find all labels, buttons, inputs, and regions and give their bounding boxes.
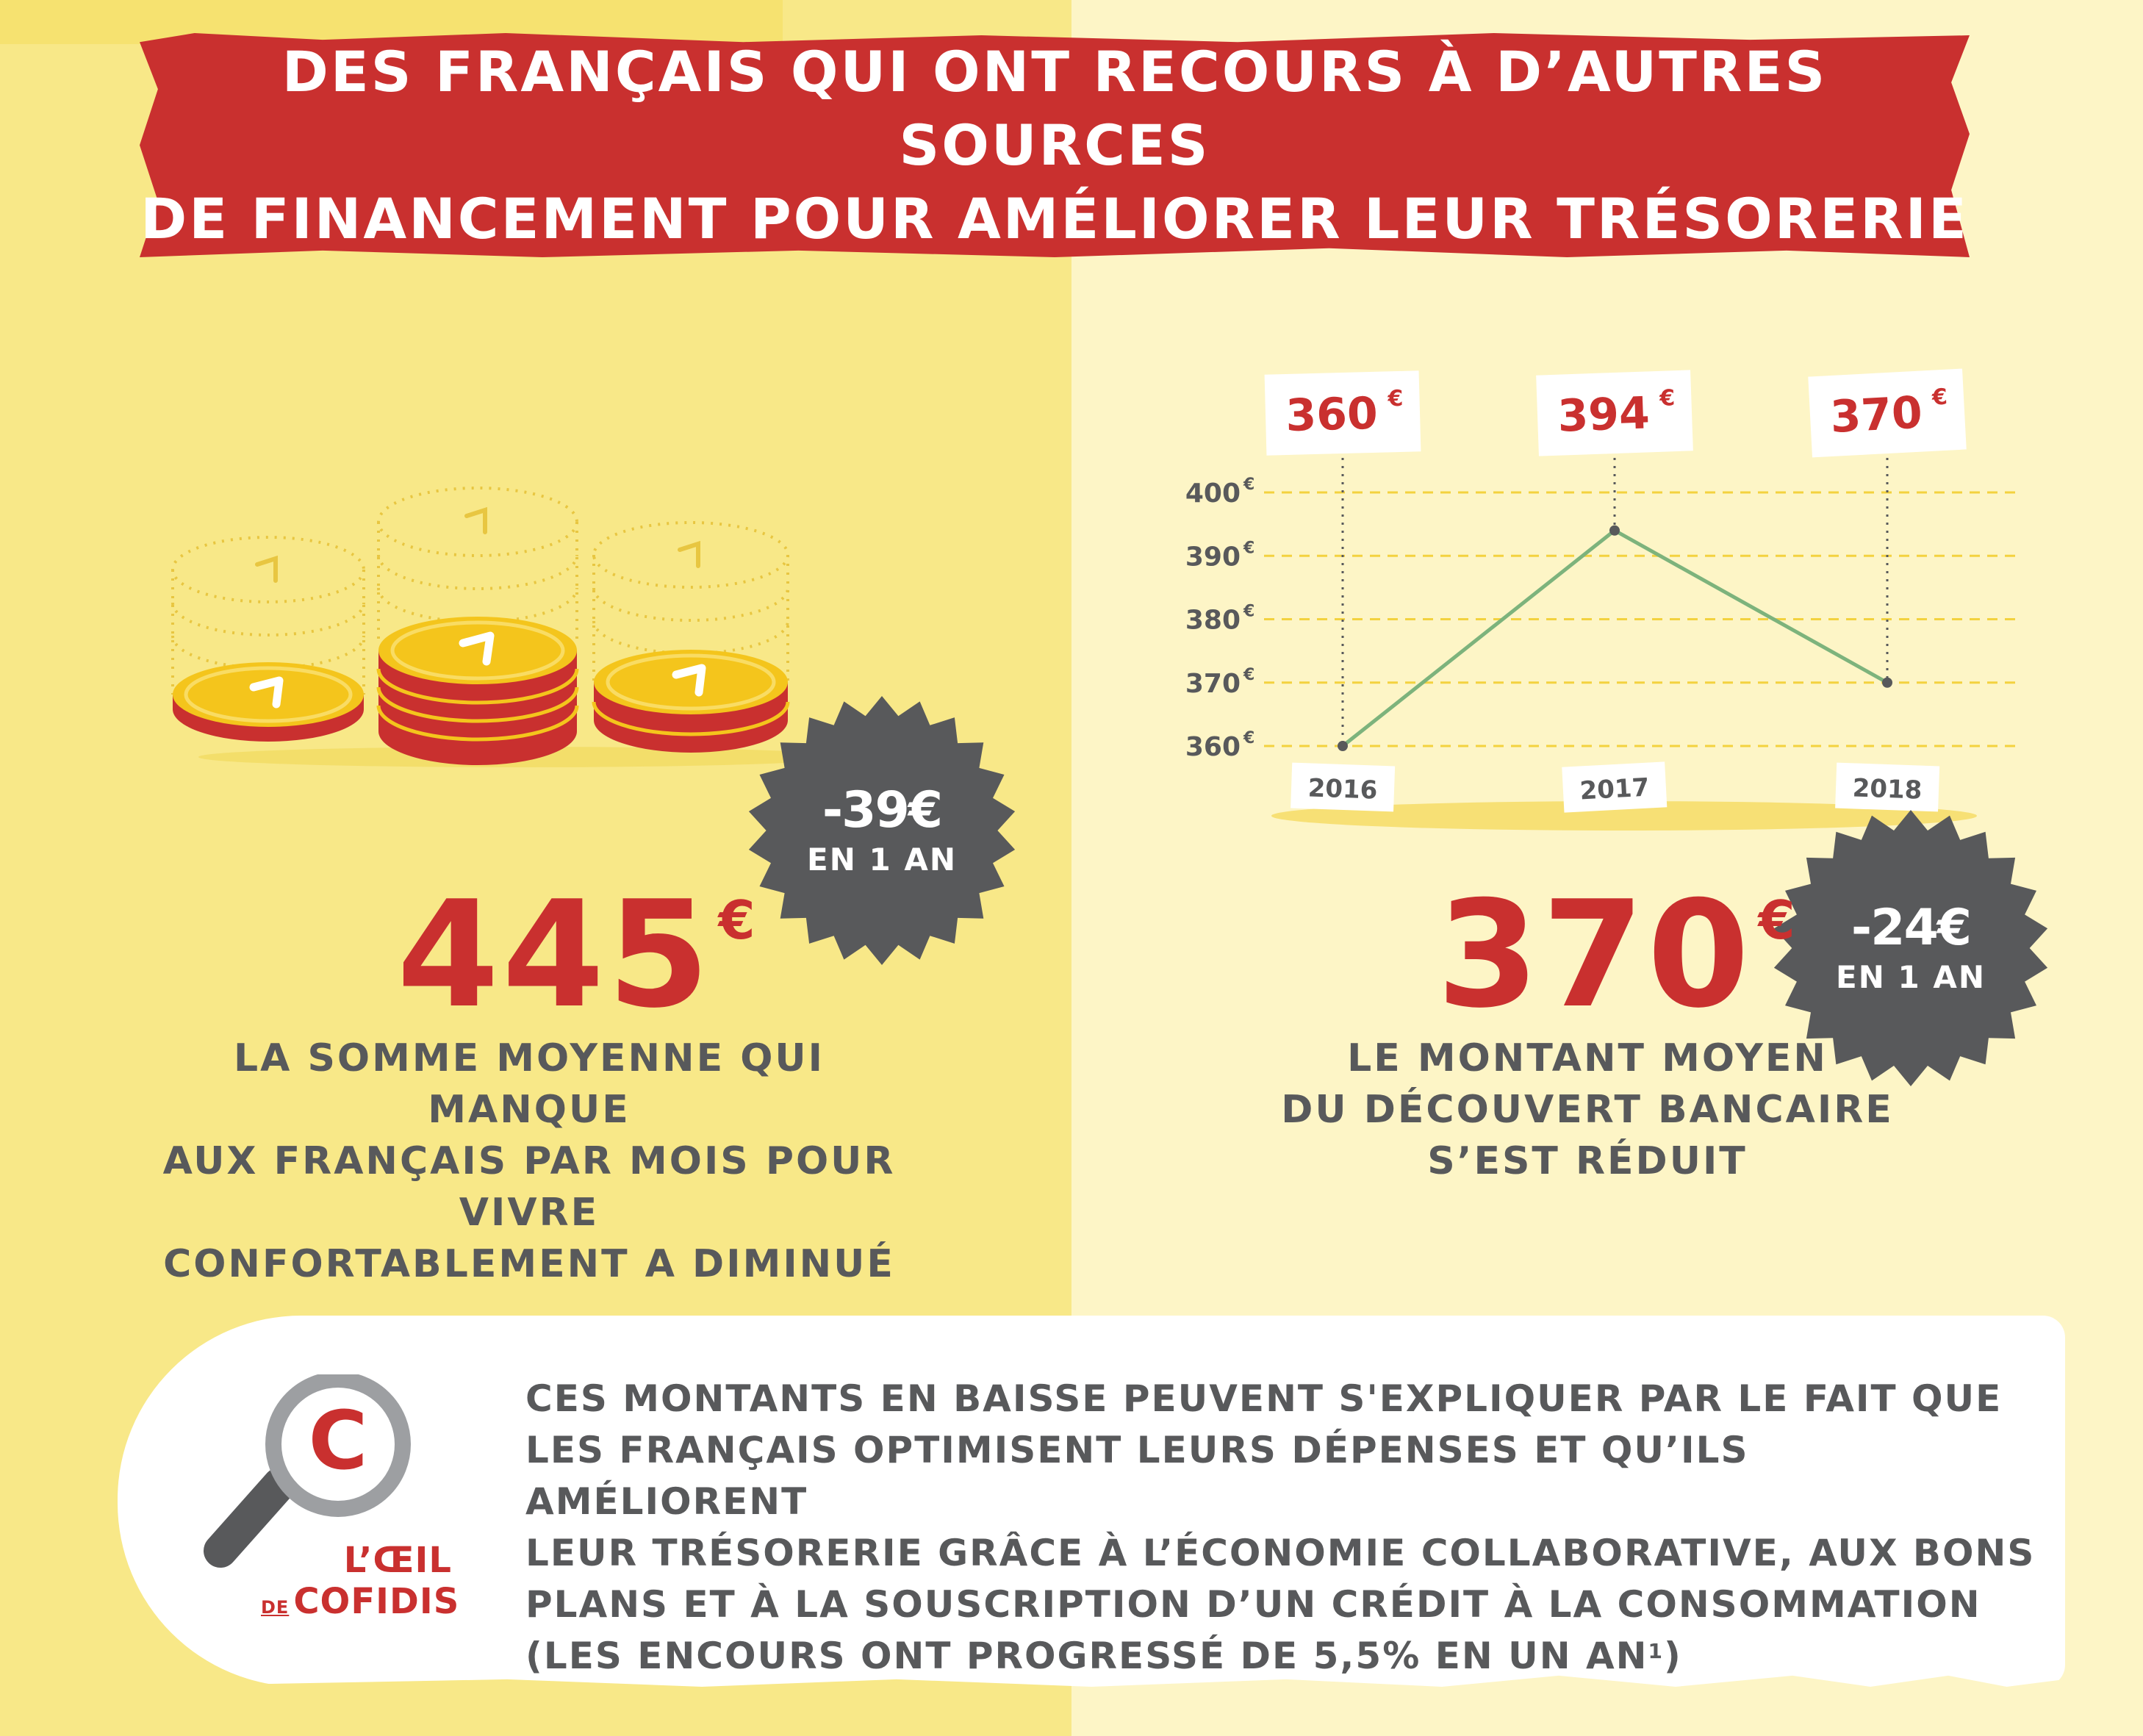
starburst-shape <box>1773 810 2048 1086</box>
x-tick-background <box>1835 762 1940 812</box>
brand-line-1: L’ŒIL <box>343 1540 452 1581</box>
value-label-background <box>1264 370 1421 456</box>
value-label: 370 <box>1829 387 1924 443</box>
page-title: DES FRANÇAIS QUI ONT RECOURS À D’AUTRES … <box>140 33 1970 257</box>
value-label-unit: € <box>1659 385 1676 412</box>
left-desc-line-1: LA SOMME MOYENNE QUI MANQUE <box>234 1036 825 1132</box>
right-stat-number: 370 <box>1437 869 1753 1041</box>
explanation-text: CES MONTANTS EN BAISSE PEUVENT S'EXPLIQU… <box>525 1373 2039 1682</box>
data-point <box>1609 525 1620 536</box>
y-tick-label: 400 <box>1185 478 1241 509</box>
value-label-unit: € <box>1931 384 1948 411</box>
left-change-badge: -39€ EN 1 AN <box>746 695 1018 966</box>
title-banner <box>140 33 1970 257</box>
x-tick-label: 2018 <box>1852 773 1923 805</box>
value-label-background <box>1536 370 1693 456</box>
right-desc-line-1: LE MONTANT MOYEN <box>1347 1036 1828 1080</box>
y-tick-label: 390 <box>1185 542 1241 572</box>
value-label-background <box>1808 368 1967 458</box>
magnifier-icon: C <box>198 1371 434 1580</box>
brand-line-2: COFIDIS <box>293 1581 460 1622</box>
coin-stack-icon <box>169 485 860 794</box>
right-desc-line-2: DU DÉCOUVERT BANCAIRE <box>1281 1088 1894 1132</box>
left-desc-line-2: AUX FRANÇAIS PAR MOIS POUR VIVRE <box>162 1139 896 1235</box>
x-tick-tag: 2016 <box>1291 762 1396 812</box>
right-desc-line-3: S’EST RÉDUIT <box>1427 1139 1748 1183</box>
right-stat-description: LE MONTANT MOYEN DU DÉCOUVERT BANCAIRE S… <box>1220 1033 1955 1187</box>
right-stat-value: 370 € <box>1437 882 1795 1029</box>
y-tick-unit: € <box>1243 666 1254 684</box>
y-tick-unit: € <box>1243 539 1254 557</box>
x-tick-tag: 2018 <box>1835 762 1940 812</box>
value-label-unit: € <box>1387 386 1404 412</box>
y-tick-label: 370 <box>1185 669 1241 699</box>
closing-paren: ) <box>1664 1635 1682 1677</box>
explanation-panel <box>118 1316 2065 1687</box>
left-badge-value: -39€ <box>822 781 943 839</box>
x-tick-tag: 2017 <box>1562 761 1668 813</box>
value-label-tag: 370 € <box>1808 368 1967 458</box>
panel-line-4: PLANS ET À LA SOUSCRIPTION D’UN CRÉDIT À… <box>525 1583 1981 1626</box>
value-label: 394 <box>1557 387 1651 442</box>
left-background-top <box>0 0 783 44</box>
left-stat-value: 445 € <box>397 882 755 1029</box>
value-label: 360 <box>1285 388 1379 442</box>
right-badge-caption: EN 1 AN <box>1836 959 1986 995</box>
left-badge-caption: EN 1 AN <box>807 842 957 878</box>
right-badge-value: -24€ <box>1851 899 1972 957</box>
cofidis-logo-letter: C <box>309 1394 368 1488</box>
left-stat-description: LA SOMME MOYENNE QUI MANQUE AUX FRANÇAIS… <box>125 1033 933 1290</box>
y-tick-label: 360 <box>1185 732 1241 762</box>
brand-de: DE <box>261 1597 290 1618</box>
y-tick-unit: € <box>1243 476 1254 494</box>
left-stat-unit: € <box>718 889 755 951</box>
right-stat-unit: € <box>1758 889 1795 951</box>
title-line-2: DE FINANCEMENT POUR AMÉLIORER LEUR TRÉSO… <box>140 185 1969 251</box>
left-desc-line-3: CONFORTABLEMENT A DIMINUÉ <box>163 1242 895 1286</box>
series-line <box>1341 528 1889 747</box>
y-tick-label: 380 <box>1185 606 1241 636</box>
data-point <box>1338 741 1348 751</box>
x-tick-background <box>1562 761 1668 813</box>
x-tick-label: 2017 <box>1579 773 1651 806</box>
right-change-badge: -24€ EN 1 AN <box>1771 808 2050 1088</box>
starburst-shape <box>748 696 1016 965</box>
chart-shadow <box>1271 801 1977 831</box>
y-tick-unit: € <box>1243 603 1254 621</box>
value-label-tag: 360 € <box>1264 370 1421 456</box>
panel-line-2: LES FRANÇAIS OPTIMISENT LEURS DÉPENSES E… <box>525 1429 1749 1523</box>
y-tick-unit: € <box>1243 729 1254 747</box>
value-label-tag: 394 € <box>1536 370 1693 456</box>
left-stat-number: 445 <box>397 869 713 1041</box>
panel-line-1: CES MONTANTS EN BAISSE PEUVENT S'EXPLIQU… <box>525 1377 2003 1420</box>
x-tick-background <box>1291 762 1396 812</box>
title-line-1: DES FRANÇAIS QUI ONT RECOURS À D’AUTRES … <box>281 38 1828 178</box>
panel-line-3: LEUR TRÉSORERIE GRÂCE À L’ÉCONOMIE COLLA… <box>525 1532 2036 1574</box>
brand-label: L’ŒIL DE COFIDIS <box>261 1540 459 1628</box>
footnote-marker: 1 <box>1648 1639 1664 1663</box>
panel-line-5: (LES ENCOURS ONT PROGRESSÉ DE 5,5% EN UN… <box>525 1635 1648 1677</box>
x-tick-label: 2016 <box>1307 773 1378 805</box>
data-point <box>1882 677 1892 688</box>
overdraft-line-chart: 360 €370 €380 €390 €400 €2016 2017 2018 360 €394 €… <box>1154 353 2036 853</box>
